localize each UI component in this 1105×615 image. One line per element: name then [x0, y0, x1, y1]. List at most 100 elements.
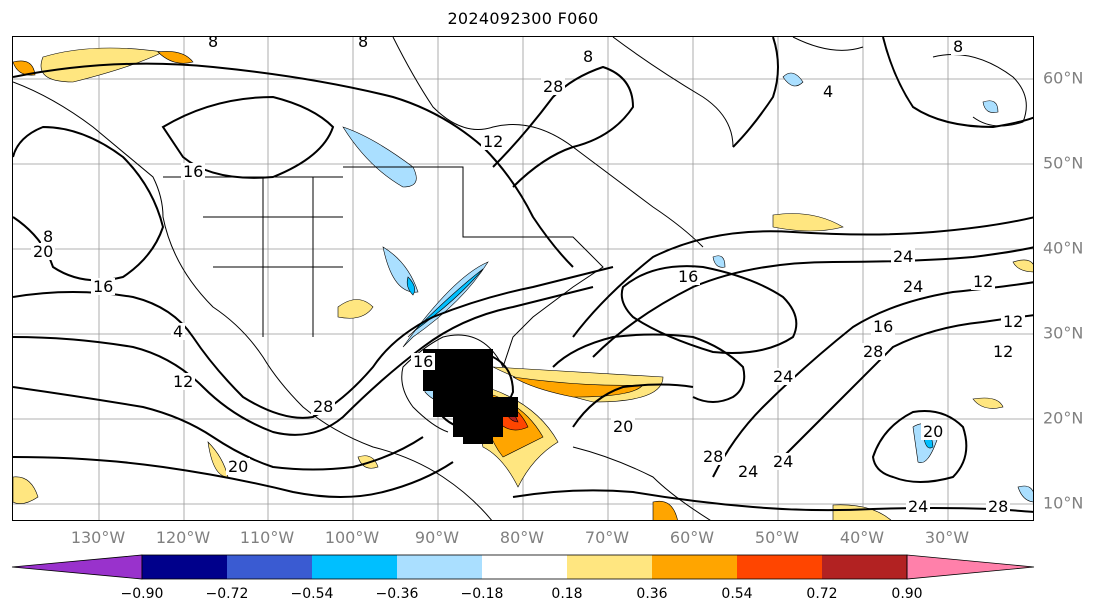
colorbar-tick-label: −0.72	[205, 586, 249, 602]
contour-label: 24	[738, 462, 758, 481]
colorbar-min-extension	[11, 554, 143, 580]
contour-label-background	[581, 48, 595, 65]
graticule	[13, 37, 1033, 520]
anomaly-shading	[13, 47, 1033, 520]
longitude-label: 30°W	[924, 528, 970, 547]
contour-label-background	[821, 83, 835, 100]
contour-labels: 8 8 8 8 16 16 16 12 12 12 12 12 24 24 24 24 24 24 20 20 20 20…	[31, 37, 1025, 516]
contour-label-background	[481, 133, 505, 150]
contour-label: 16	[183, 162, 203, 181]
contour-label-background	[921, 423, 945, 440]
contour-label-background	[206, 37, 220, 50]
contour-label-background	[611, 418, 635, 435]
colorbar-tick-label: 0.18	[551, 586, 583, 602]
colorbar-tick-label: −0.18	[460, 586, 504, 602]
colorbar-tick-label: 0.90	[891, 586, 923, 602]
map-canvas: 8 8 8 8 16 16 16 12 12 12 12 12 24 24 24 24 24 24 20 20 20 20…	[13, 37, 1033, 520]
contour-label: 16	[678, 267, 698, 286]
contour-label: 8	[358, 37, 368, 51]
contour-label-background	[951, 38, 965, 55]
colorbar-segment	[397, 555, 482, 579]
contour-label: 24	[908, 497, 928, 516]
longitude-label: 120°W	[155, 528, 211, 547]
contour-label-background	[171, 323, 185, 340]
latitude-label: 20°N	[1043, 408, 1084, 428]
colorbar-tick-label: 0.36	[636, 586, 668, 602]
longitude-label: 60°W	[669, 528, 715, 547]
colorbar-tick-label: 0.72	[806, 586, 838, 602]
longitude-label: 70°W	[584, 528, 630, 547]
contour-label: 28	[313, 397, 333, 416]
contour-label-background	[736, 463, 760, 480]
colorbar-segment	[652, 555, 737, 579]
contour-label-background	[31, 243, 55, 260]
contour-label: 8	[208, 37, 218, 51]
contour-label: 16	[873, 317, 893, 336]
colorbar-tick-label: −0.54	[290, 586, 334, 602]
contour-label: 12	[973, 272, 993, 291]
colorbar-segment	[822, 555, 907, 579]
contour-label: 8	[43, 227, 53, 246]
contour-label-background	[541, 78, 565, 95]
colorbar-segment	[312, 555, 397, 579]
longitude-label: 100°W	[324, 528, 380, 547]
colorbar-max-extension	[906, 554, 1035, 580]
colorbar-tick-label: −0.36	[375, 586, 419, 602]
contour-label-background	[676, 268, 700, 285]
longitude-label: 90°W	[414, 528, 460, 547]
contour-label-background	[771, 368, 795, 385]
contour-label-background	[181, 163, 205, 180]
contour-label-background	[701, 448, 725, 465]
contour-label-background	[906, 498, 930, 515]
latitude-label: 40°N	[1043, 238, 1084, 258]
contour-label-background	[411, 353, 435, 370]
contour-label-background	[311, 398, 335, 415]
contour-label: 8	[583, 47, 593, 66]
contour-label-background	[991, 343, 1015, 360]
colorbar-tick-label: 0.54	[721, 586, 753, 602]
longitude-label: 80°W	[499, 528, 545, 547]
contour-label: 24	[773, 367, 793, 386]
contour-label: 24	[893, 247, 913, 266]
contour-label-background	[91, 278, 115, 295]
contour-label: 4	[173, 322, 183, 341]
latitude-label: 10°N	[1043, 493, 1084, 513]
contour-label-background	[891, 248, 915, 265]
contour-label: 20	[33, 242, 53, 261]
contour-label: 20	[228, 457, 248, 476]
contour-label: 28	[543, 77, 563, 96]
contour-label: 12	[483, 132, 503, 151]
colorbar-segment	[142, 555, 227, 579]
contour-label-background	[41, 228, 55, 245]
latitude-label: 60°N	[1043, 68, 1084, 88]
contour-label: 16	[93, 277, 113, 296]
latitude-label: 30°N	[1043, 323, 1084, 343]
longitude-label: 110°W	[239, 528, 295, 547]
colorbar-segment	[567, 555, 652, 579]
contour-label: 24	[903, 277, 923, 296]
contour-label-background	[1001, 313, 1025, 330]
latitude-label: 50°N	[1043, 153, 1084, 173]
contour-label: 12	[173, 372, 193, 391]
colorbar	[11, 554, 1035, 580]
colorbar-tick-label: −0.90	[120, 586, 164, 602]
contour-label: 8	[953, 37, 963, 56]
colorbar-segment	[482, 555, 567, 579]
contour-label: 12	[1003, 312, 1023, 331]
contour-label: 24	[773, 452, 793, 471]
contour-lines	[13, 37, 1033, 513]
contour-label-background	[971, 273, 995, 290]
contour-label-background	[986, 498, 1010, 515]
contour-label: 28	[703, 447, 723, 466]
contour-label: 12	[993, 342, 1013, 361]
contour-label-background	[901, 278, 925, 295]
contour-label: 28	[863, 342, 883, 361]
contour-label-background	[356, 37, 370, 50]
contour-label: 4	[823, 82, 833, 101]
colorbar-segment	[227, 555, 312, 579]
map-title: 2024092300 F060	[447, 9, 599, 28]
contour-label-background	[226, 458, 250, 475]
longitude-label: 130°W	[70, 528, 126, 547]
colorbar-segment	[737, 555, 822, 579]
contour-label: 28	[988, 497, 1008, 516]
